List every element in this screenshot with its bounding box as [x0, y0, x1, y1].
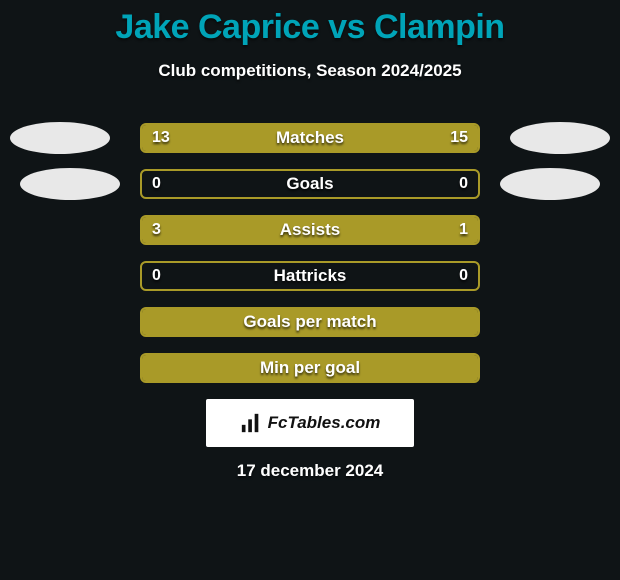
stat-label: Goals [142, 171, 478, 197]
stat-label: Hattricks [142, 263, 478, 289]
stat-bar-right-fill [297, 125, 478, 151]
stat-bar: 0 0Goals [140, 169, 480, 199]
fctables-badge[interactable]: FcTables.com [206, 399, 414, 447]
player-left-avatar [10, 122, 110, 154]
stat-row: 1315Matches [0, 115, 620, 161]
stat-value-left: 0 [142, 171, 171, 197]
stat-bar-left-fill [142, 355, 478, 381]
stat-rows: 1315Matches00Goals31Assists00HattricksGo… [0, 115, 620, 391]
stat-bar-left-fill [142, 309, 478, 335]
stat-bar: 0 0Hattricks [140, 261, 480, 291]
stat-value-left: 0 [142, 263, 171, 289]
stat-bar-right-fill [394, 217, 478, 243]
stat-row: Min per goal [0, 345, 620, 391]
stat-row: 0 0Hattricks [0, 253, 620, 299]
stat-row: Goals per match [0, 299, 620, 345]
stat-bar: Goals per match [140, 307, 480, 337]
subtitle: Club competitions, Season 2024/2025 [0, 61, 620, 81]
bar-chart-icon [240, 412, 262, 434]
date-text: 17 december 2024 [0, 461, 620, 481]
page-title: Jake Caprice vs Clampin [0, 0, 620, 47]
stat-value-right: 0 [449, 263, 478, 289]
badge-text: FcTables.com [268, 413, 381, 433]
stat-bar-left-fill [142, 125, 297, 151]
stat-bar: 1315Matches [140, 123, 480, 153]
stat-bar: Min per goal [140, 353, 480, 383]
stat-row: 0 0Goals [0, 161, 620, 207]
stat-bar: 31Assists [140, 215, 480, 245]
player-right-avatar [510, 122, 610, 154]
player-right-avatar [500, 168, 600, 200]
stat-value-right: 0 [449, 171, 478, 197]
player-left-avatar [20, 168, 120, 200]
stat-bar-left-fill [142, 217, 394, 243]
stat-row: 31Assists [0, 207, 620, 253]
